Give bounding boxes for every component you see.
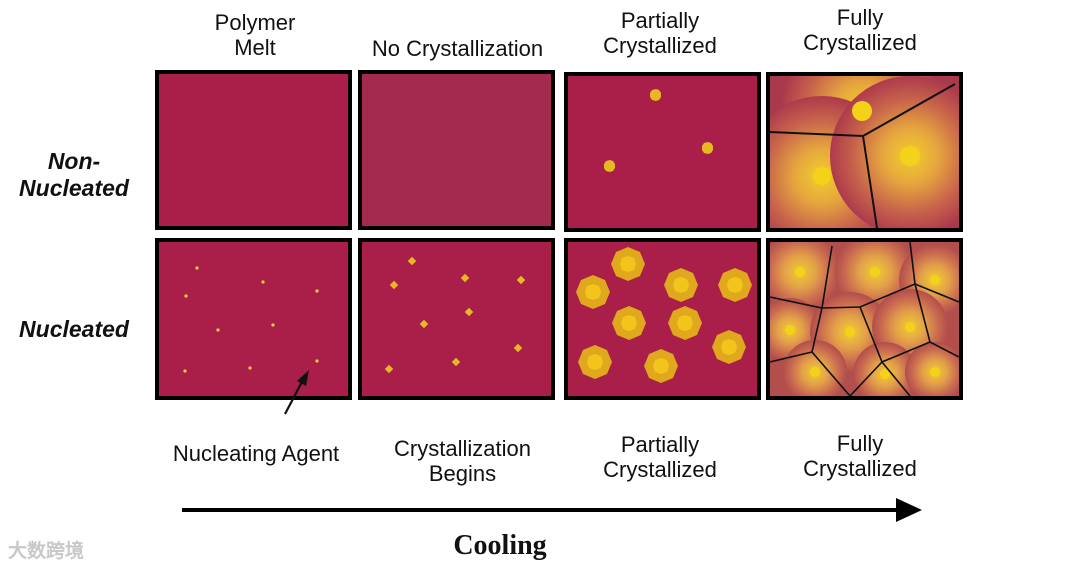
row-label-nucleated: Nucleated: [19, 316, 129, 342]
cooling-arrow: [182, 498, 922, 522]
many-spherulites: [576, 247, 752, 383]
row-label-non-nucleated: Non- Nucleated: [19, 148, 129, 201]
col-label-partially-crystallized-top: Partially Crystallized: [603, 8, 717, 58]
col-label-fully-crystallized-top: Fully Crystallized: [803, 5, 917, 55]
panel-non-nucleated-full: [766, 72, 963, 232]
panel-nucleated-melt: [155, 238, 352, 400]
panel-nucleated-partial: [564, 238, 761, 400]
small-grains: [770, 242, 959, 396]
panel-non-nucleated-melt: [155, 70, 352, 230]
panel-non-nucleated-partial: [564, 72, 761, 232]
col-label-partially-crystallized-bottom: Partially Crystallized: [603, 432, 717, 482]
spherulites-sparse: [604, 89, 713, 172]
cooling-label: Cooling: [453, 530, 547, 561]
col-label-fully-crystallized-bottom: Fully Crystallized: [803, 431, 917, 481]
watermark: 大数跨境: [8, 541, 85, 562]
col-label-crystallization-begins: Crystallization Begins: [394, 436, 531, 486]
panel-nucleated-full: [766, 238, 963, 400]
col-label-no-crystallization: No Crystallization: [371, 36, 544, 61]
nucleating-agent-dots: [183, 266, 319, 373]
small-crystal-nuclei: [384, 256, 526, 374]
panel-nucleated-crystallization-begins: [358, 238, 555, 400]
panel-non-nucleated-no-crystallization: [358, 70, 555, 230]
col-label-polymer-melt: Polymer Melt: [214, 10, 296, 60]
large-grains: [770, 76, 959, 228]
col-label-nucleating-agent: Nucleating Agent: [172, 441, 340, 466]
